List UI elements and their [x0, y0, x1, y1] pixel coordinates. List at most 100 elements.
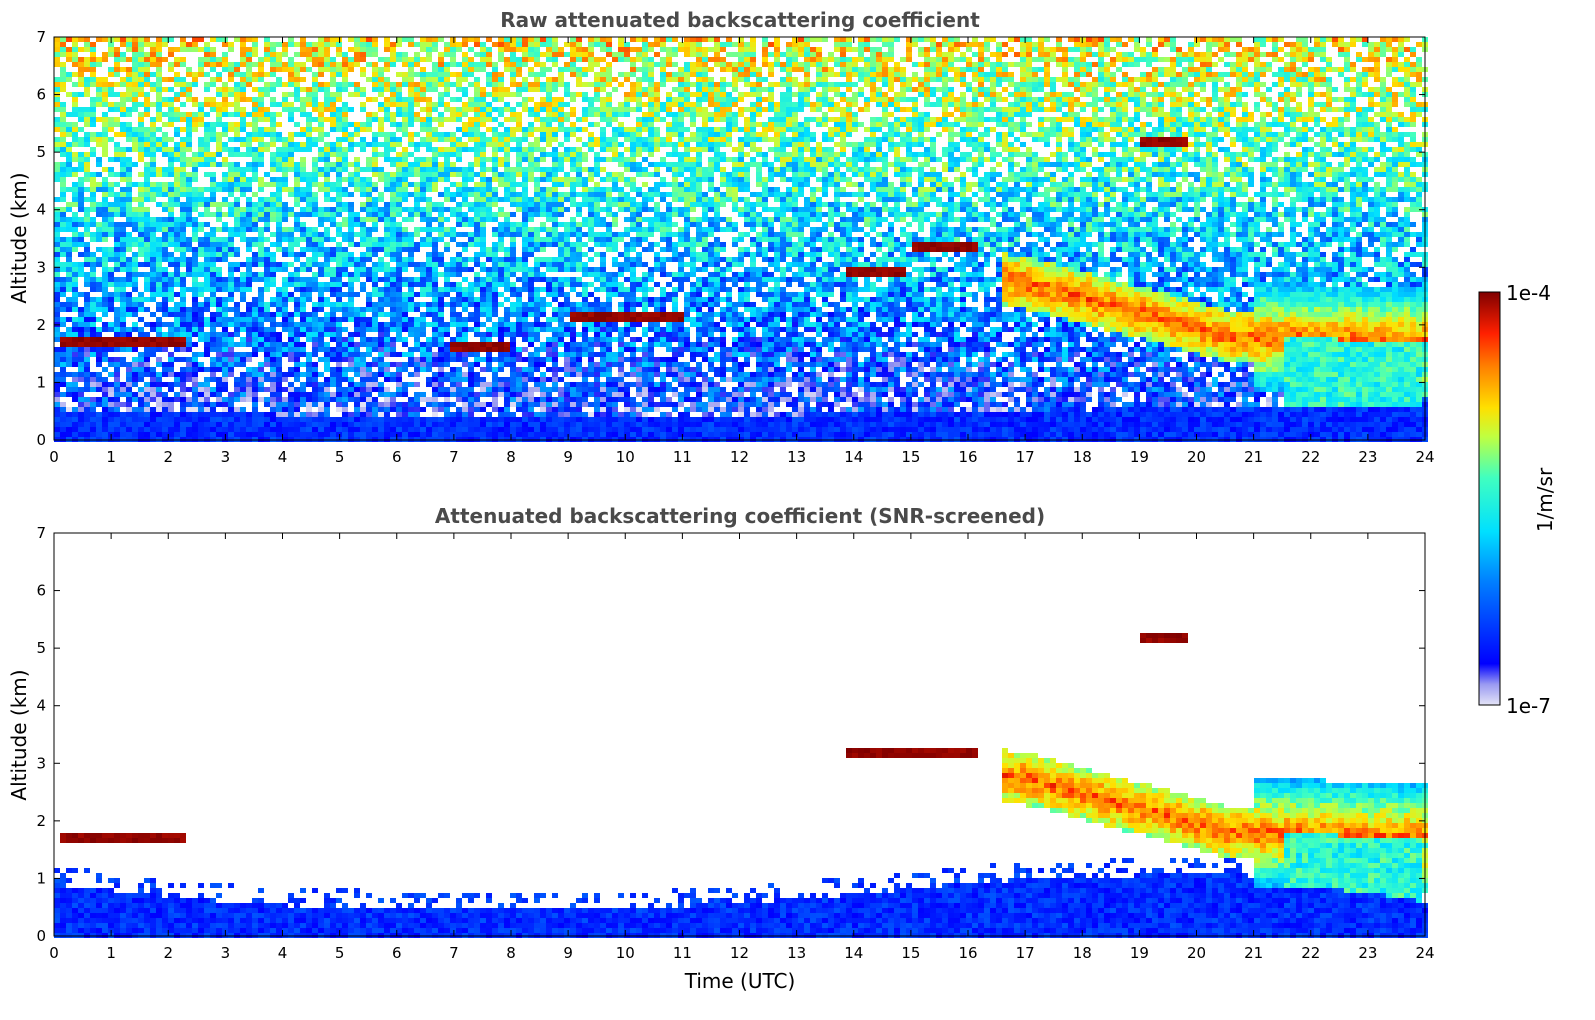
- heatmap-cell: [294, 187, 300, 192]
- heatmap-cell: [126, 202, 132, 207]
- heatmap-cell: [144, 72, 150, 77]
- heatmap-cell: [72, 297, 78, 302]
- heatmap-cell: [246, 237, 252, 242]
- heatmap-cell: [378, 192, 384, 197]
- heatmap-cell: [384, 252, 390, 257]
- heatmap-cell: [498, 432, 504, 437]
- heatmap-cell: [360, 407, 366, 412]
- heatmap-cell: [216, 132, 222, 137]
- heatmap-cell: [516, 387, 522, 392]
- heatmap-cell: [300, 97, 306, 102]
- heatmap-cell: [402, 297, 408, 302]
- heatmap-cell: [330, 302, 336, 307]
- heatmap-cell: [336, 337, 342, 342]
- heatmap-cell: [468, 82, 474, 87]
- heatmap-cell: [474, 282, 480, 287]
- heatmap-cell: [132, 217, 138, 222]
- heatmap-cell: [204, 272, 210, 277]
- heatmap-cell: [282, 407, 288, 412]
- heatmap-cell: [288, 247, 294, 252]
- heatmap-cell: [102, 297, 108, 302]
- heatmap-cell: [216, 217, 222, 222]
- heatmap-cell: [468, 372, 474, 377]
- heatmap-cell: [168, 292, 174, 297]
- heatmap-cell: [60, 82, 66, 87]
- heatmap-cell: [210, 302, 216, 307]
- heatmap-cell: [390, 52, 396, 57]
- heatmap-cell: [468, 167, 474, 172]
- heatmap-cell: [456, 117, 462, 122]
- heatmap-cell: [84, 217, 90, 222]
- heatmap-cell: [498, 112, 504, 117]
- heatmap-cell: [336, 207, 342, 212]
- heatmap-cell: [366, 97, 372, 102]
- heatmap-cell: [366, 387, 372, 392]
- heatmap-cell: [114, 382, 120, 387]
- heatmap-cell: [252, 307, 258, 312]
- heatmap-cell: [114, 172, 120, 177]
- heatmap-cell: [210, 152, 216, 157]
- heatmap-cell: [438, 302, 444, 307]
- heatmap-cell: [294, 242, 300, 247]
- heatmap-cell: [396, 102, 402, 107]
- heatmap-cell: [414, 397, 420, 402]
- heatmap-cell: [72, 317, 78, 322]
- heatmap-cell: [396, 272, 402, 277]
- heatmap-cell: [132, 97, 138, 102]
- heatmap-cell: [282, 417, 288, 422]
- heatmap-cell: [432, 202, 438, 207]
- heatmap-cell: [294, 42, 300, 47]
- heatmap-cell: [342, 357, 348, 362]
- heatmap-cell: [420, 177, 426, 182]
- heatmap-cell: [138, 57, 144, 62]
- heatmap-cell: [324, 197, 330, 202]
- heatmap-cell: [336, 227, 342, 232]
- heatmap-cell: [318, 402, 324, 407]
- heatmap-cell: [234, 427, 240, 432]
- heatmap-cell: [234, 177, 240, 182]
- heatmap-cell: [204, 232, 210, 237]
- heatmap-cell: [456, 287, 462, 292]
- heatmap-cell: [78, 317, 84, 322]
- heatmap-cell: [228, 232, 234, 237]
- heatmap-cell: [246, 207, 252, 212]
- heatmap-cell: [198, 427, 204, 432]
- heatmap-cell: [108, 92, 114, 97]
- heatmap-cell: [288, 212, 294, 217]
- heatmap-cell: [390, 87, 396, 92]
- heatmap-cell: [150, 247, 156, 252]
- heatmap-cell: [114, 207, 120, 212]
- heatmap-cell: [96, 432, 102, 437]
- heatmap-cell: [198, 142, 204, 147]
- heatmap-cell: [300, 397, 306, 402]
- heatmap-cell: [360, 222, 366, 227]
- heatmap-cell: [438, 82, 444, 87]
- heatmap-cell: [456, 62, 462, 67]
- heatmap-cell: [330, 212, 336, 217]
- heatmap-cell: [138, 92, 144, 97]
- heatmap-cell: [84, 367, 90, 372]
- heatmap-cell: [126, 427, 132, 432]
- heatmap-cell: [174, 422, 180, 427]
- heatmap-cell: [438, 342, 444, 347]
- heatmap-cell: [162, 227, 168, 232]
- heatmap-cell: [318, 242, 324, 247]
- heatmap-cell: [162, 392, 168, 397]
- heatmap-cell: [126, 257, 132, 262]
- heatmap-cell: [66, 427, 72, 432]
- heatmap-cell: [210, 192, 216, 197]
- heatmap-cell: [60, 102, 66, 107]
- heatmap-cell: [324, 47, 330, 52]
- heatmap-cell: [390, 237, 396, 242]
- heatmap-cell: [510, 82, 516, 87]
- heatmap-cell: [108, 157, 114, 162]
- heatmap-cell: [420, 77, 426, 82]
- heatmap-cell: [276, 417, 282, 422]
- heatmap-cell: [492, 227, 498, 232]
- heatmap-cell: [234, 282, 240, 287]
- heatmap-cell: [228, 372, 234, 377]
- heatmap-cell: [342, 417, 348, 422]
- heatmap-cell: [480, 162, 486, 167]
- heatmap-cell: [54, 237, 60, 242]
- heatmap-cell: [156, 372, 162, 377]
